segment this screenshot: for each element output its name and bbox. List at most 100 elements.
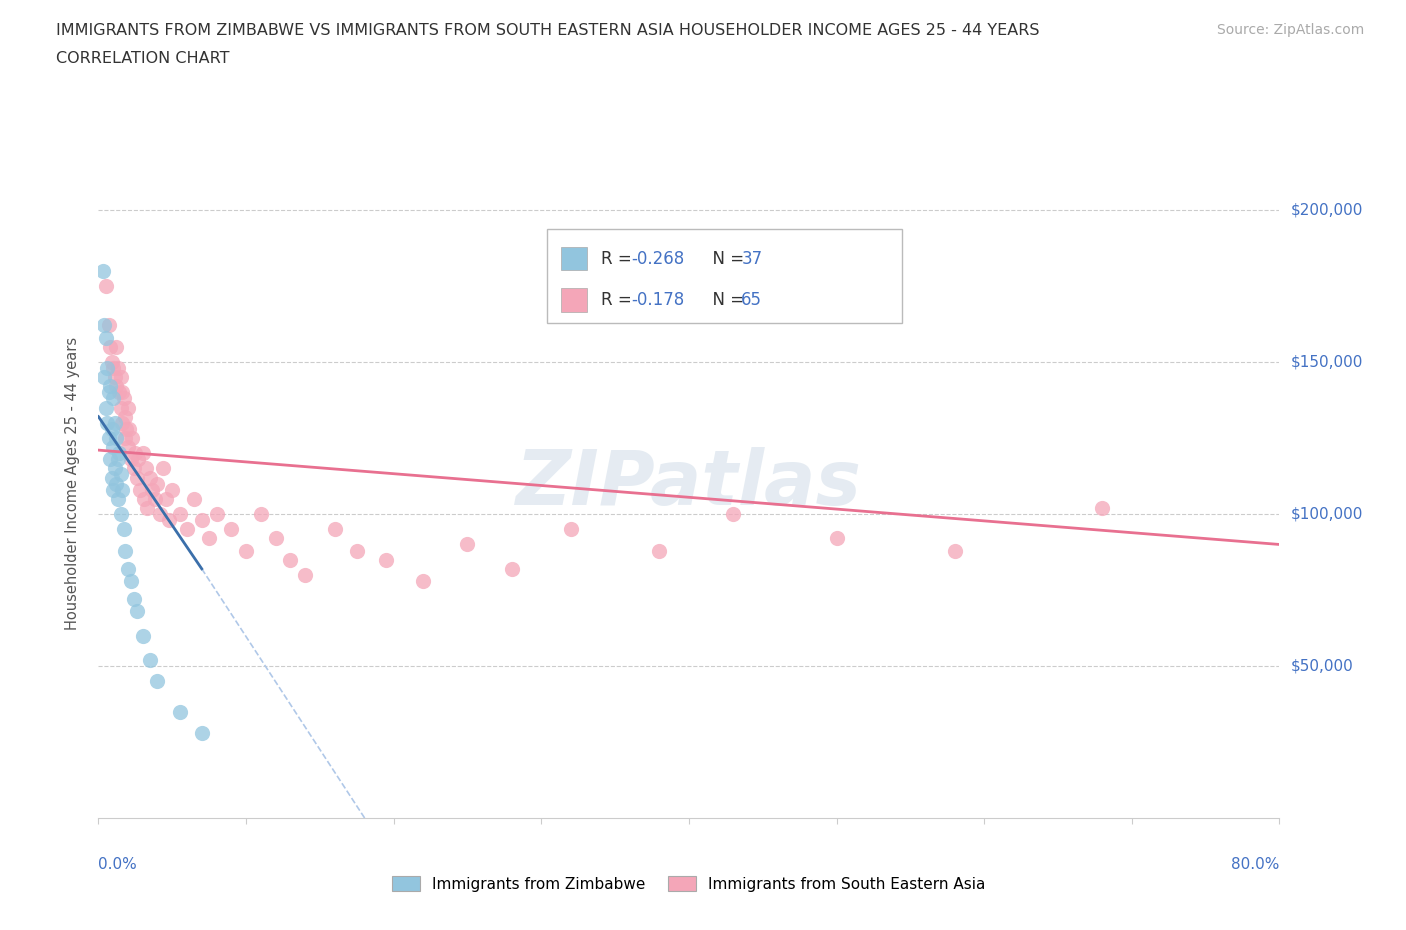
- Point: [721, 507, 744, 522]
- Point: [323, 522, 346, 537]
- Point: [96, 416, 118, 431]
- Text: $150,000: $150,000: [1291, 354, 1362, 369]
- Point: [110, 400, 132, 415]
- Point: [93, 318, 115, 333]
- Point: [125, 470, 148, 485]
- Point: [128, 483, 150, 498]
- Point: [98, 379, 121, 393]
- Text: R =: R =: [600, 291, 637, 310]
- Point: [264, 531, 287, 546]
- Point: [560, 522, 582, 537]
- Point: [111, 385, 134, 400]
- Point: [117, 440, 139, 455]
- Point: [346, 543, 368, 558]
- Point: [115, 421, 138, 436]
- Point: [139, 470, 162, 485]
- Point: [91, 263, 114, 278]
- Point: [110, 467, 132, 482]
- Point: [139, 653, 162, 668]
- Point: [100, 421, 122, 436]
- Point: [114, 409, 136, 424]
- Text: N =: N =: [702, 250, 749, 268]
- Point: [110, 507, 132, 522]
- Point: [104, 369, 127, 384]
- Point: [205, 507, 228, 522]
- Point: [108, 385, 131, 400]
- Point: [143, 491, 166, 506]
- Text: 65: 65: [741, 291, 762, 310]
- Point: [235, 543, 257, 558]
- Point: [107, 491, 129, 506]
- Point: [134, 491, 156, 506]
- Point: [250, 507, 273, 522]
- Point: [117, 562, 139, 577]
- Point: [107, 452, 129, 467]
- Point: [121, 431, 143, 445]
- Point: [127, 452, 149, 467]
- Point: [114, 543, 136, 558]
- Point: [141, 483, 163, 498]
- Text: ZIPatlas: ZIPatlas: [516, 446, 862, 521]
- Point: [176, 522, 198, 537]
- Point: [648, 543, 671, 558]
- Point: [124, 445, 146, 460]
- Point: [152, 461, 174, 476]
- Point: [97, 318, 120, 333]
- Text: 80.0%: 80.0%: [1232, 857, 1279, 872]
- Text: $100,000: $100,000: [1291, 507, 1362, 522]
- Point: [100, 354, 122, 369]
- Point: [146, 674, 169, 689]
- Point: [112, 391, 135, 405]
- Point: [120, 574, 142, 589]
- Point: [98, 339, 121, 354]
- Point: [157, 512, 180, 527]
- Point: [191, 512, 214, 527]
- Text: Source: ZipAtlas.com: Source: ZipAtlas.com: [1216, 23, 1364, 37]
- Text: CORRELATION CHART: CORRELATION CHART: [56, 51, 229, 66]
- Text: N =: N =: [702, 291, 749, 310]
- Text: 37: 37: [741, 250, 762, 268]
- Text: $50,000: $50,000: [1291, 658, 1354, 673]
- Text: 0.0%: 0.0%: [98, 857, 138, 872]
- Point: [100, 470, 122, 485]
- Point: [103, 361, 125, 376]
- Point: [93, 369, 115, 384]
- Point: [118, 421, 141, 436]
- Point: [96, 361, 118, 376]
- Point: [105, 379, 128, 393]
- Point: [191, 725, 214, 740]
- Point: [943, 543, 966, 558]
- Point: [110, 369, 132, 384]
- Point: [294, 567, 316, 582]
- Text: -0.178: -0.178: [631, 291, 685, 310]
- Point: [103, 483, 125, 498]
- Point: [111, 416, 134, 431]
- Point: [375, 552, 398, 567]
- Point: [120, 452, 142, 467]
- Point: [219, 522, 242, 537]
- Point: [97, 431, 120, 445]
- Point: [104, 416, 127, 431]
- Point: [132, 445, 155, 460]
- Point: [135, 461, 157, 476]
- Point: [105, 339, 128, 354]
- Point: [825, 531, 848, 546]
- Point: [97, 385, 120, 400]
- Point: [125, 604, 148, 618]
- Point: [112, 522, 135, 537]
- Point: [94, 400, 117, 415]
- Point: [103, 440, 125, 455]
- Text: R =: R =: [600, 250, 637, 268]
- Point: [155, 491, 177, 506]
- Point: [456, 537, 478, 551]
- Point: [132, 629, 155, 644]
- Point: [94, 330, 117, 345]
- Point: [183, 491, 205, 506]
- Point: [105, 431, 128, 445]
- Legend: Immigrants from Zimbabwe, Immigrants from South Eastern Asia: Immigrants from Zimbabwe, Immigrants fro…: [387, 870, 991, 897]
- Point: [114, 431, 136, 445]
- Point: [278, 552, 302, 567]
- Point: [105, 476, 128, 491]
- Point: [162, 483, 183, 498]
- Point: [412, 574, 434, 589]
